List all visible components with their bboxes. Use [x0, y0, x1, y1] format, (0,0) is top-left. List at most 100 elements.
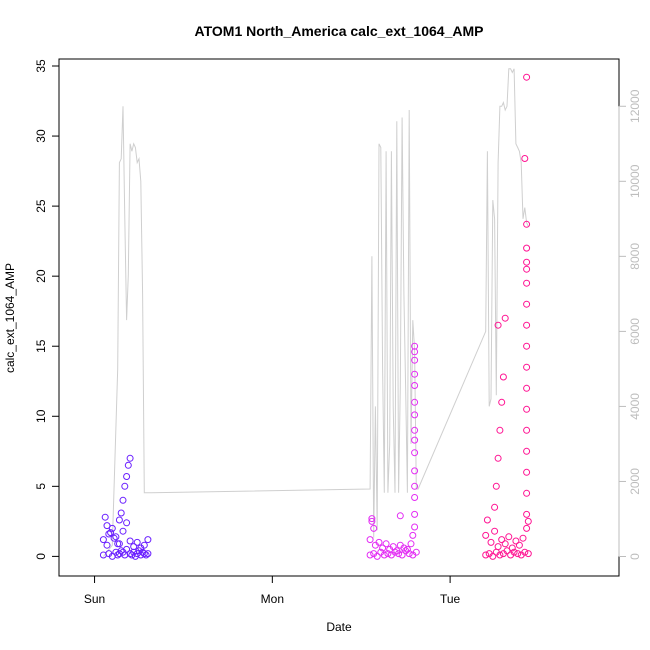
scatter-point — [482, 531, 490, 539]
scatter-point — [496, 551, 504, 559]
scatter-point — [411, 370, 419, 378]
scatter-point — [114, 540, 122, 548]
scatter-point — [411, 436, 419, 444]
scatter-point — [523, 321, 531, 329]
scatter-point — [494, 321, 502, 329]
scatter-point — [523, 489, 531, 497]
scatter-point — [491, 503, 499, 511]
scatter-points — [99, 73, 532, 560]
scatter-point — [126, 537, 134, 545]
scatter-point — [119, 527, 127, 535]
line-series — [103, 68, 529, 557]
scatter-point — [124, 461, 132, 469]
y-tick-label: 30 — [34, 129, 48, 143]
scatter-point — [140, 550, 148, 558]
y2-tick-label: 10000 — [628, 164, 642, 198]
scatter-point — [144, 550, 152, 558]
y-tick-label: 0 — [34, 553, 48, 560]
scatter-point — [384, 550, 392, 558]
scatter-point — [123, 519, 131, 527]
y2-tick-label: 12000 — [628, 89, 642, 123]
scatter-point — [403, 545, 411, 553]
scatter-point — [103, 541, 111, 549]
scatter-point — [103, 522, 111, 530]
scatter-point — [494, 454, 502, 462]
scatter-point — [501, 314, 509, 322]
scatter-point — [411, 449, 419, 457]
scatter-point — [411, 494, 419, 501]
scatter-point — [115, 516, 123, 524]
scatter-point — [117, 509, 125, 517]
scatter-point — [119, 496, 127, 504]
scatter-point — [411, 426, 419, 434]
scatter-point — [519, 534, 527, 542]
scatter-point — [114, 551, 122, 559]
y2-tick-label: 4000 — [628, 393, 642, 420]
x-tick-label: Mon — [261, 592, 284, 606]
y-axis-label: calc_ext_1064_AMP — [3, 263, 17, 373]
scatter-point — [508, 544, 516, 552]
scatter-point — [379, 544, 387, 552]
scatter-point — [501, 540, 509, 548]
scatter-point — [101, 513, 109, 521]
scatter-point — [126, 454, 134, 462]
scatter-point — [512, 537, 520, 545]
scatter-point — [523, 524, 531, 532]
y-tick-label: 25 — [34, 199, 48, 213]
y-axis-left: 0 5 10 15 20 25 30 35 — [34, 59, 59, 560]
scatter-point — [133, 538, 141, 546]
scatter-point — [496, 426, 504, 434]
x-tick-label: Tue — [440, 592, 461, 606]
scatter-point — [411, 467, 419, 475]
scatter-point — [523, 300, 531, 308]
scatter-point — [411, 523, 419, 531]
y-tick-label: 5 — [34, 483, 48, 490]
scatter-point — [482, 551, 490, 559]
scatter-point — [483, 516, 491, 524]
scatter-point — [411, 510, 419, 518]
y2-tick-label: 8000 — [628, 243, 642, 270]
scatter-point — [396, 512, 404, 520]
scatter-point — [110, 534, 118, 542]
y-axis-right: 0 2000 4000 6000 8000 10000 12000 — [618, 89, 642, 560]
scatter-point — [400, 544, 408, 552]
scatter-point — [409, 531, 417, 539]
chart-title: ATOM1 North_America calc_ext_1064_AMP — [195, 23, 484, 39]
scatter-point — [524, 517, 532, 525]
scatter-point — [521, 155, 529, 162]
scatter-point — [523, 363, 531, 371]
y2-tick-label: 2000 — [628, 468, 642, 495]
scatter-point — [523, 220, 531, 228]
scatter-point — [375, 538, 383, 546]
scatter-point — [380, 551, 388, 559]
y-tick-label: 10 — [34, 409, 48, 423]
scatter-point — [370, 524, 378, 532]
scatter-point — [498, 536, 506, 544]
y2-tick-label: 0 — [628, 553, 642, 560]
scatter-point — [398, 551, 406, 559]
scatter-point — [494, 543, 502, 551]
scatter-point — [366, 551, 374, 559]
scatter-point — [523, 279, 531, 287]
scatter-point — [366, 536, 374, 544]
scatter-point — [499, 373, 507, 381]
scatter-point — [523, 510, 531, 518]
scatter-point — [523, 384, 531, 392]
scatter-point — [405, 550, 413, 558]
scatter-point — [411, 382, 419, 389]
scatter-point — [382, 540, 390, 548]
scatter-point — [108, 524, 116, 532]
scatter-point — [487, 538, 495, 546]
scatter-point — [407, 540, 415, 548]
x-axis: Sun Mon Tue — [84, 575, 461, 606]
scatter-point — [121, 482, 129, 490]
scatter-point — [368, 517, 376, 525]
scatter-point — [411, 398, 419, 406]
scatter-point — [498, 398, 506, 406]
scatter-point — [123, 473, 131, 480]
scatter-point — [510, 548, 518, 556]
scatter-point — [521, 548, 529, 556]
scatter-point — [523, 258, 531, 266]
y-tick-label: 20 — [34, 269, 48, 283]
